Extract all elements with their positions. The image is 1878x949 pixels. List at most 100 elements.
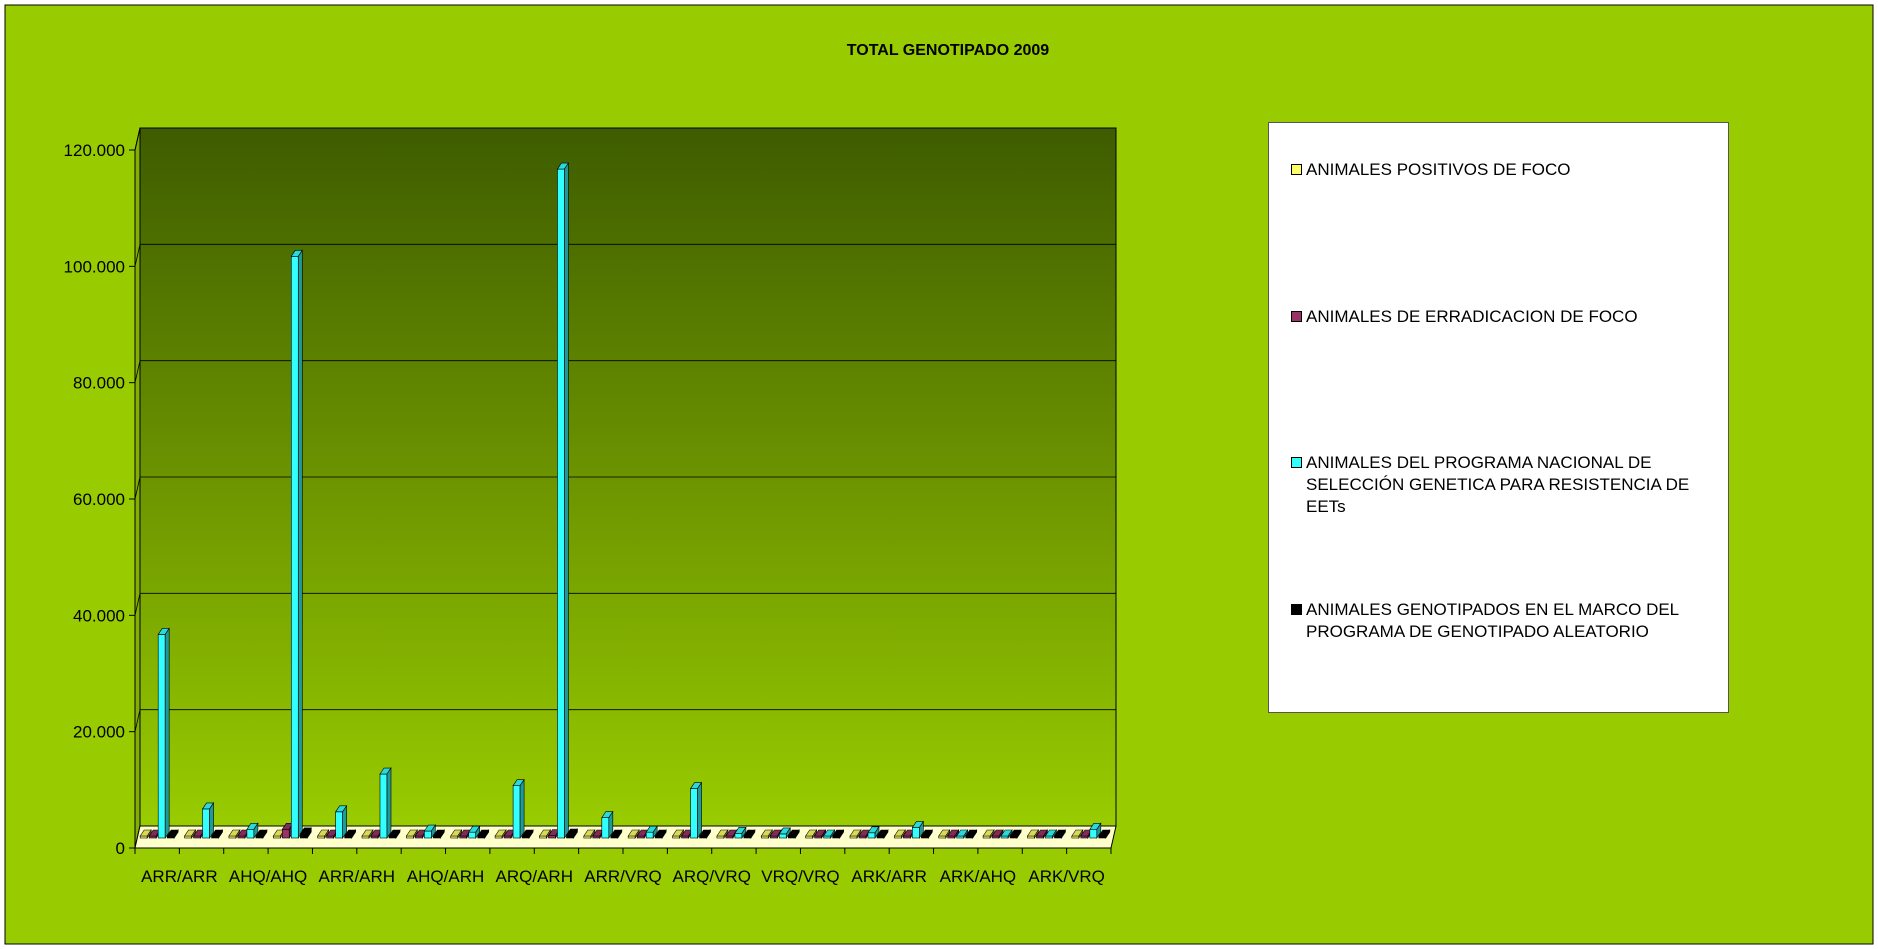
bar-side [519,778,525,839]
bar-side [679,829,684,839]
y-tick-label: 0 [116,839,125,858]
bar [965,829,978,839]
gridline-depth [134,360,141,383]
bar [849,829,862,839]
bar [1009,829,1022,839]
bar-front [601,817,610,839]
bar [166,829,179,839]
x-tick-label: AHQ/AHQ [229,867,307,886]
bar-side [741,826,747,839]
bar [210,829,224,839]
bar-side [209,801,214,839]
bar-front [379,773,388,839]
x-tick-label: VRQ/VRQ [761,867,839,886]
bar-front [299,833,308,839]
x-tick-label: ARK/ARR [851,867,927,886]
bar-side [1043,829,1048,839]
bar-side [608,810,614,839]
x-tick-label: ARQ/VRQ [673,867,751,886]
bar-side [564,162,569,839]
bar [183,829,197,839]
bar [805,829,818,839]
bar [716,829,729,839]
legend-item: ANIMALES GENOTIPADOS EN EL MARCO DEL PRO… [1291,599,1716,643]
bar [450,829,463,839]
bar [1071,829,1084,839]
bar [1044,829,1058,839]
bar-side [723,829,729,839]
bar [920,829,933,839]
bar [246,822,259,839]
bar-front [202,808,210,839]
legend-label: ANIMALES GENOTIPADOS EN EL MARCO DEL PRO… [1306,600,1679,641]
bar [379,767,392,839]
bar-side [253,822,259,839]
bar-side [972,829,978,839]
bar-side [484,829,490,839]
bar [787,829,800,839]
bar-side [1052,829,1057,839]
y-axis: 0 20.000 40.000 60.000 80.000 100.000 120.000 [64,141,136,858]
bar-side [767,829,773,839]
legend-swatch [1291,311,1302,322]
bar-side [945,829,951,839]
bar-side [475,825,481,839]
gridline-depth [134,127,141,151]
bar [157,627,170,839]
bar-side [785,826,791,839]
x-tick-label: ARK/VRQ [1028,867,1105,886]
bar-side [883,829,889,839]
bar-side [1105,829,1111,839]
bar-side [218,829,223,839]
bar [760,829,773,839]
bar-front [246,828,255,839]
bar [361,829,374,839]
bar [823,829,836,839]
bar [521,829,534,839]
bar-side [874,825,880,839]
bar-side [812,829,817,839]
bar [423,824,436,839]
y-tick-label: 120.000 [64,141,125,160]
bar-front [912,827,920,839]
bar [1000,829,1013,839]
bar-side [697,781,702,839]
legend-swatch [1291,164,1302,175]
bar [610,829,623,839]
x-tick-label: ARR/VRQ [584,867,661,886]
chart-title: TOTAL GENOTIPADO 2009 [847,42,1050,59]
bar [698,829,712,839]
bar [344,829,357,839]
bar [654,829,667,839]
bar-front [424,830,432,839]
legend: ANIMALES POSITIVOS DE FOCO ANIMALES DE E… [1268,122,1729,713]
bar-front [734,833,743,839]
legend-swatch [1291,604,1302,615]
bar-side [856,829,862,839]
bar-side [164,627,170,839]
bars [139,162,1111,839]
bar-side [661,829,667,839]
bar-side [457,829,463,839]
bar [583,829,596,839]
gridlines [134,127,1116,732]
bar [1089,822,1102,839]
bar-front [335,811,343,839]
bar-side [652,825,658,839]
bar [1026,829,1040,839]
bar [201,801,215,839]
bar-side [839,829,844,839]
bar-side [395,829,401,839]
bar [388,829,401,839]
bar-side [1078,829,1084,839]
bar-side [573,828,578,839]
bar-side [1061,829,1066,839]
legend-label: ANIMALES DEL PROGRAMA NACIONAL DE SELECC… [1306,453,1690,516]
bar-front [281,828,290,839]
legend-swatch [1291,457,1302,468]
y-tick-label: 100.000 [64,257,125,276]
bar-side [306,826,312,839]
bar-side [928,829,933,839]
x-tick-label: ARQ/ARH [496,867,573,886]
bar-side [998,829,1004,839]
